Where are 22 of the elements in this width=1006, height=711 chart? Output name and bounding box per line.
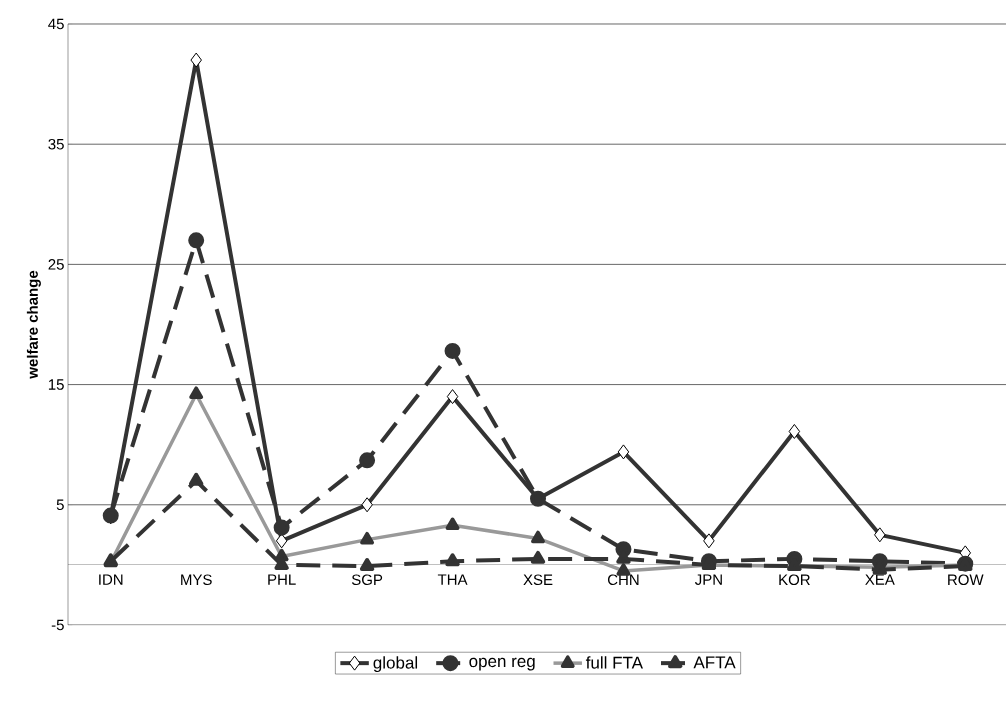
legend-label: open reg <box>469 657 535 671</box>
legend-label: global <box>373 656 418 673</box>
x-tick-label: PHL <box>268 574 296 585</box>
y-tick-label: -5 <box>51 619 64 631</box>
x-tick-label: KOR <box>779 574 810 586</box>
y-tick-label: 15 <box>48 379 64 390</box>
legend-label: AFTA <box>693 656 736 669</box>
x-tick-label: SGP <box>351 574 383 586</box>
x-tick-label: CHN <box>607 574 639 586</box>
x-tick-label: MYS <box>181 574 212 586</box>
x-tick-label: IDN <box>99 574 123 585</box>
y-tick-label: 25 <box>48 259 64 270</box>
legend-label: full FTA <box>585 656 643 669</box>
y-tick-label: 5 <box>56 499 64 511</box>
x-tick-label: XSE <box>523 574 553 586</box>
x-tick-label: ROW <box>948 574 984 586</box>
y-axis-title: welfare change <box>26 270 41 379</box>
x-tick-label: JPN <box>694 574 722 585</box>
x-tick-label: XEA <box>865 574 895 585</box>
y-tick-label: 35 <box>48 138 64 150</box>
y-tick-label: 45 <box>48 18 64 30</box>
x-tick-label: THA <box>437 574 468 585</box>
